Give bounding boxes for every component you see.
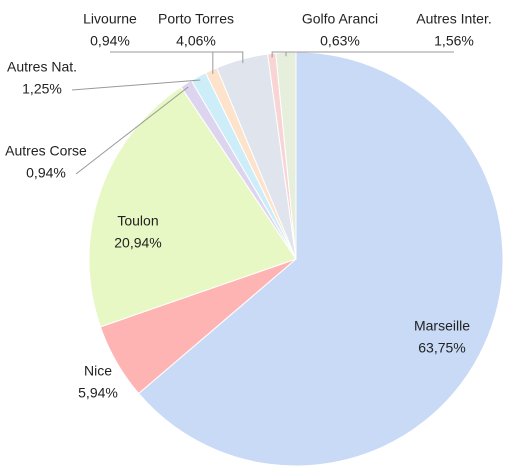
- slice-value-label: 63,75%: [418, 340, 465, 356]
- slice-label: Porto Torres: [158, 11, 234, 27]
- leader-line: [110, 51, 214, 74]
- slice-value-label: 1,25%: [22, 81, 62, 97]
- slice-label: Livourne: [83, 11, 137, 27]
- leader-line: [75, 86, 189, 175]
- leader-line: [285, 51, 454, 57]
- slice-label: Nice: [84, 363, 112, 379]
- pie-slice: [88, 86, 297, 328]
- pie-slice: [137, 51, 504, 467]
- leader-line: [196, 51, 244, 64]
- slice-value-label: 0,63%: [320, 33, 360, 49]
- slice-value-label: 20,94%: [114, 235, 161, 251]
- slice-label: Toulon: [117, 213, 158, 229]
- slice-label: Autres Corse: [5, 143, 87, 159]
- slice-value-label: 0,94%: [26, 165, 66, 181]
- slice-value-label: 1,56%: [434, 33, 474, 49]
- leader-line: [71, 79, 201, 91]
- slice-label: Marseille: [414, 318, 470, 334]
- slice-label: Autres Inter.: [416, 11, 491, 27]
- slice-label: Golfo Aranci: [302, 11, 378, 27]
- slice-value-label: 5,94%: [78, 385, 118, 401]
- slice-value-label: 0,94%: [90, 33, 130, 49]
- slice-label: Autres Nat.: [7, 59, 77, 75]
- slice-value-label: 4,06%: [176, 33, 216, 49]
